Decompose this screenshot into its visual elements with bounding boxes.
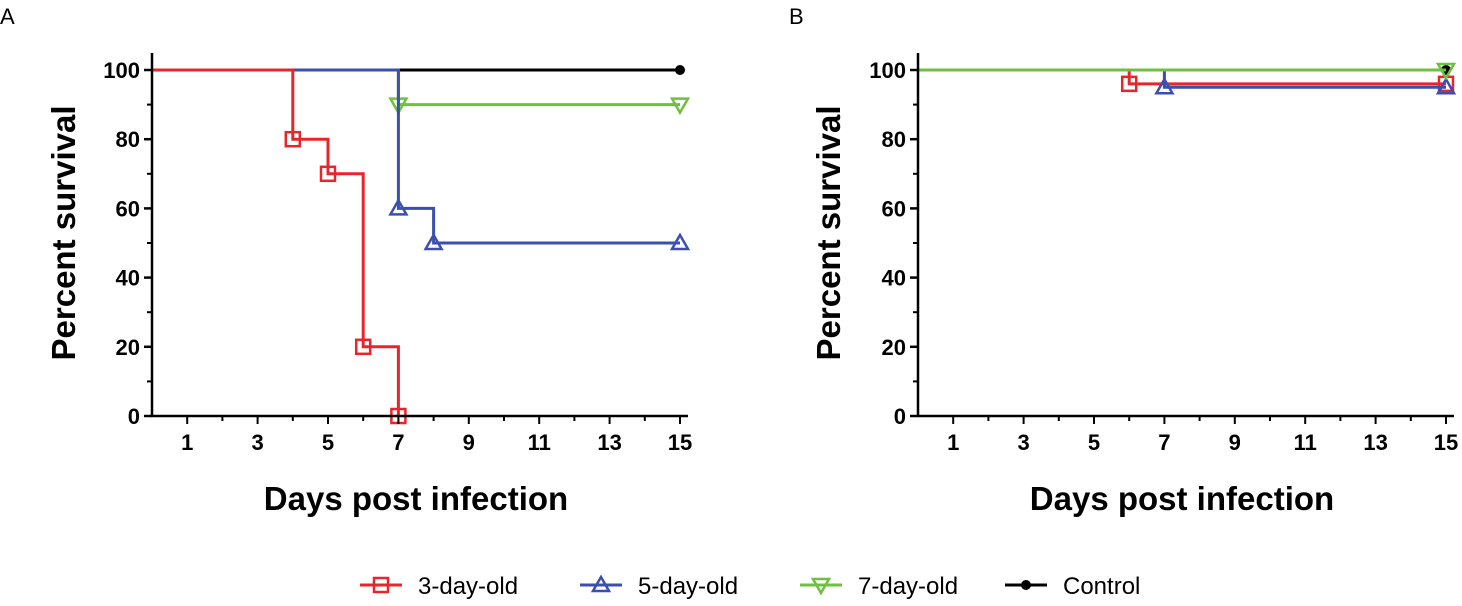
x-tick-label-b-13: 13	[1363, 430, 1387, 455]
legend-marker-3-day-old	[372, 576, 390, 594]
y-tick-label-a-80: 80	[116, 127, 140, 152]
marker-3-day-old-a-1	[319, 165, 337, 183]
marker-3-day-old-a-2	[354, 338, 372, 356]
x-tick-label-b-5: 5	[1088, 430, 1100, 455]
series-line-3-day-old-a	[152, 68, 400, 416]
x-tick-label-a-3: 3	[251, 430, 263, 455]
series-line-7-day-old-a	[152, 68, 680, 107]
y-tick-label-b-40: 40	[882, 266, 906, 291]
legend-marker-control	[1021, 580, 1031, 590]
legend: 3-day-old 5-day-old 7-day-old Control	[360, 573, 1140, 600]
legend-label-5-day-old: 5-day-old	[638, 573, 738, 600]
x-tick-label-a-13: 13	[597, 430, 621, 455]
x-tick-label-a-9: 9	[463, 430, 475, 455]
y-tick-label-a-0: 0	[128, 404, 140, 429]
legend-marker-5-day-old	[590, 574, 612, 593]
y-axis-title-b: Percent survival	[810, 106, 847, 361]
x-tick-label-b-1: 1	[947, 430, 959, 455]
legend-item-3-day-old: 3-day-old	[360, 573, 518, 600]
y-tick-label-b-100: 100	[869, 58, 906, 83]
y-tick-label-b-20: 20	[882, 335, 906, 360]
x-tick-label-a-15: 15	[668, 430, 692, 455]
marker-3-day-old-b-0	[1120, 75, 1138, 93]
y-axis-title-a: Percent survival	[45, 106, 82, 361]
x-axis-title-a: Days post infection	[264, 480, 568, 517]
x-tick-label-a-5: 5	[322, 430, 334, 455]
legend-label-7-day-old: 7-day-old	[858, 573, 958, 600]
y-tick-label-b-60: 60	[882, 196, 906, 221]
x-tick-label-b-7: 7	[1158, 430, 1170, 455]
marker-5-day-old-a-0	[388, 197, 409, 216]
marker-7-day-old-b-0	[1435, 62, 1457, 81]
legend-item-7-day-old: 7-day-old	[800, 573, 958, 600]
legend-item-control: Control	[1005, 573, 1140, 600]
marker-7-day-old-a-1	[669, 97, 691, 116]
legend-label-3-day-old: 3-day-old	[418, 573, 518, 600]
x-tick-label-b-11: 11	[1294, 430, 1317, 455]
x-tick-label-a-11: 11	[528, 430, 551, 455]
marker-5-day-old-a-1	[423, 232, 444, 251]
legend-item-5-day-old: 5-day-old	[580, 573, 738, 600]
y-tick-label-a-100: 100	[103, 58, 140, 83]
series-line-5-day-old-a	[152, 68, 680, 245]
panel-label-b: B	[789, 4, 804, 29]
series-line-3-day-old-b	[918, 68, 1446, 86]
y-tick-label-b-0: 0	[894, 404, 906, 429]
marker-control-a-0	[675, 65, 685, 75]
marker-5-day-old-b-0	[1154, 76, 1175, 95]
legend-label-control: Control	[1063, 573, 1140, 600]
x-tick-label-a-1: 1	[181, 430, 193, 455]
y-tick-label-a-40: 40	[116, 266, 140, 291]
marker-5-day-old-a-2	[669, 232, 691, 251]
y-tick-label-b-80: 80	[882, 127, 906, 152]
x-tick-label-b-3: 3	[1017, 430, 1029, 455]
x-tick-label-a-7: 7	[392, 430, 404, 455]
marker-3-day-old-a-0	[284, 130, 302, 148]
marker-5-day-old-b-1	[1435, 76, 1457, 95]
x-tick-label-b-9: 9	[1229, 430, 1241, 455]
legend-marker-7-day-old	[810, 577, 832, 596]
x-tick-label-b-15: 15	[1434, 430, 1458, 455]
y-tick-label-a-20: 20	[116, 335, 140, 360]
panel-label-a: A	[0, 4, 15, 29]
y-tick-label-a-60: 60	[116, 196, 140, 221]
x-axis-title-b: Days post infection	[1030, 480, 1334, 517]
